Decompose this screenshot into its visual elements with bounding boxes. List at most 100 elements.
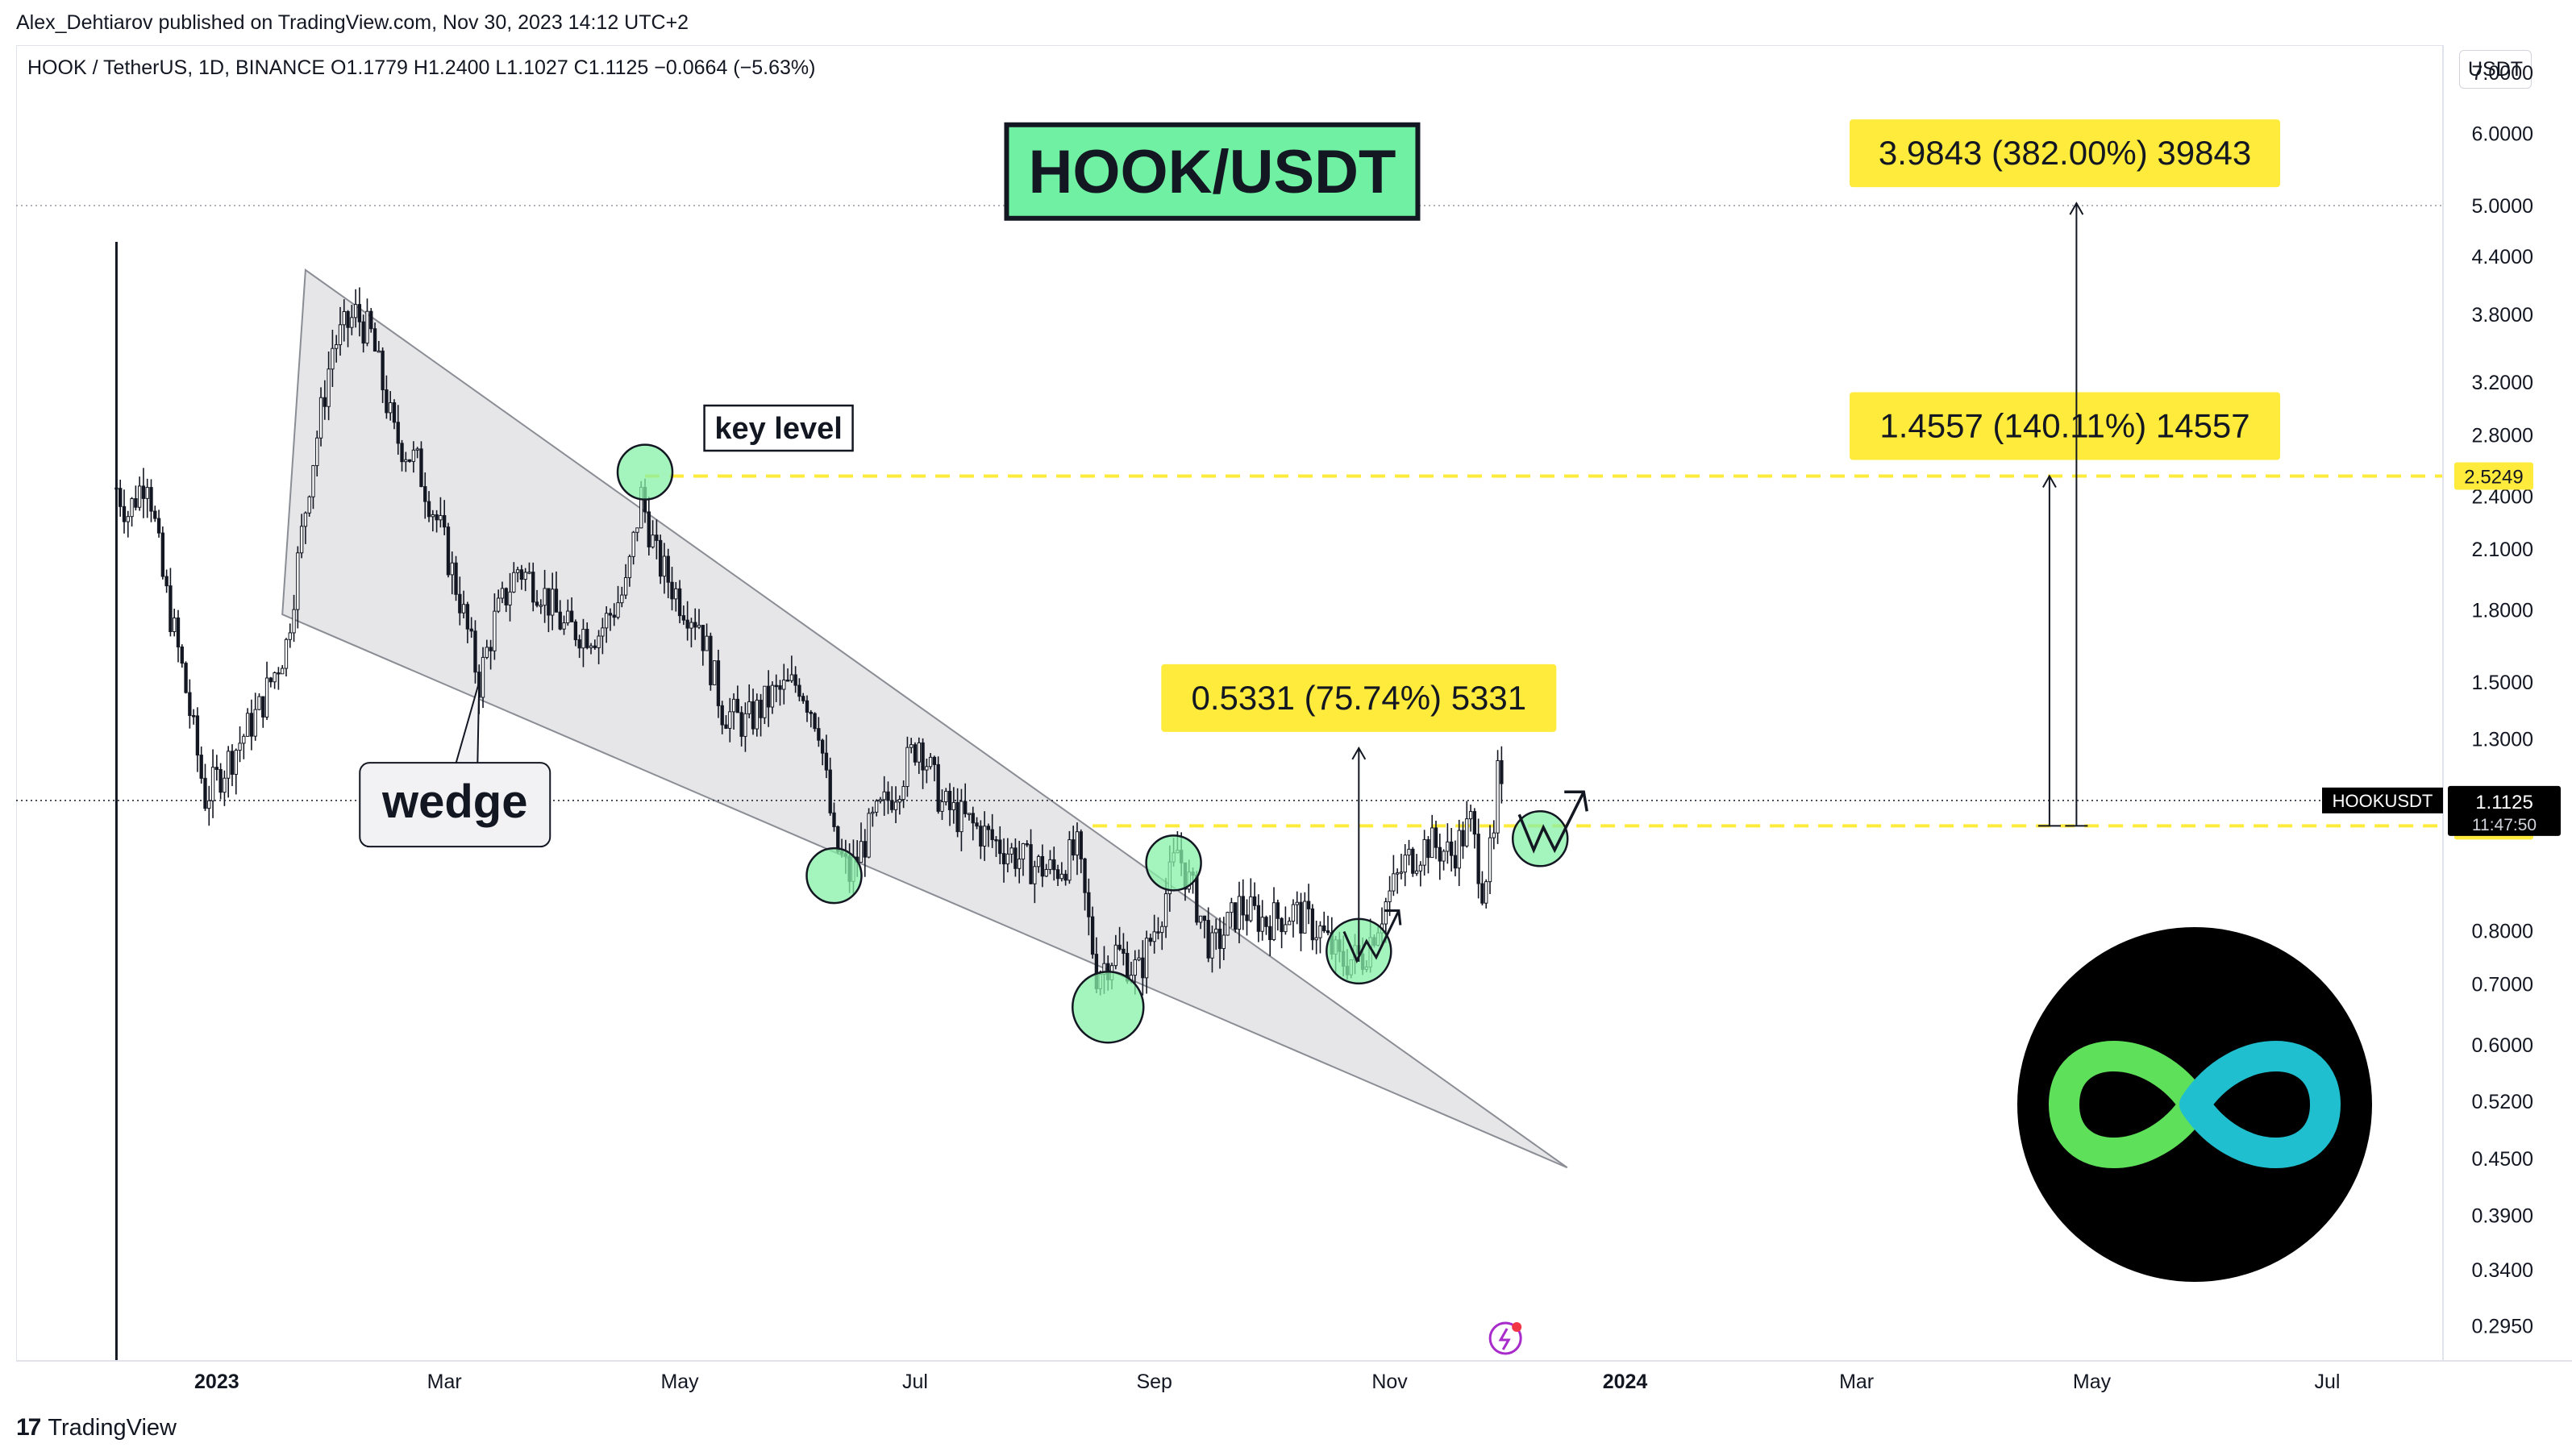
- currency-selector[interactable]: USDT: [2459, 50, 2532, 89]
- price-tick-label: 6.0000: [2472, 123, 2533, 146]
- candle: [527, 562, 531, 575]
- candle: [485, 639, 489, 659]
- price-tick-label: 0.3400: [2472, 1259, 2533, 1282]
- candle-body: [122, 505, 127, 522]
- candle: [720, 701, 724, 734]
- candle-body: [728, 711, 732, 729]
- candle: [1252, 882, 1257, 910]
- candle: [1044, 863, 1048, 877]
- candle-body: [419, 448, 423, 488]
- candle: [709, 632, 713, 691]
- candle: [342, 299, 346, 342]
- candle-body: [423, 486, 427, 502]
- candle-body: [1388, 890, 1392, 903]
- candle-body: [523, 572, 527, 580]
- candle-body: [1384, 901, 1388, 925]
- candle-body: [959, 801, 963, 833]
- candle: [338, 306, 343, 356]
- candle-body: [689, 622, 693, 629]
- candle-body: [1291, 904, 1296, 922]
- candle: [114, 476, 119, 491]
- candle: [245, 708, 250, 737]
- candle: [1059, 862, 1064, 882]
- candle: [728, 697, 732, 743]
- candle: [832, 802, 836, 832]
- candle-body: [238, 743, 242, 751]
- candle: [1426, 836, 1430, 874]
- candle: [975, 817, 979, 830]
- candle-body: [608, 613, 613, 616]
- candle-body: [1411, 848, 1415, 874]
- candle-body: [253, 709, 257, 737]
- candle: [743, 702, 747, 752]
- candle: [1500, 746, 1504, 804]
- candle: [253, 693, 257, 741]
- candle-body: [1472, 811, 1477, 835]
- candle: [990, 813, 994, 848]
- candle-body: [353, 304, 358, 318]
- candle-body: [1284, 924, 1288, 933]
- candle-body: [562, 622, 566, 630]
- candle: [1245, 899, 1249, 936]
- touch-point-marker: [1511, 810, 1569, 867]
- candle: [156, 510, 161, 538]
- candle: [809, 709, 813, 728]
- candle-body: [558, 611, 562, 630]
- candle: [936, 756, 940, 814]
- candle: [465, 601, 470, 643]
- candle-body: [817, 728, 821, 741]
- price-tick-label: 0.5200: [2472, 1091, 2533, 1113]
- candle-body: [257, 696, 261, 710]
- candle: [1461, 822, 1465, 859]
- candle: [824, 734, 829, 779]
- candle-body: [581, 629, 585, 649]
- candle: [890, 786, 894, 813]
- touch-point-marker: [1145, 834, 1202, 892]
- candle: [1472, 808, 1477, 849]
- candle-body: [824, 752, 829, 771]
- candle-body: [338, 324, 343, 346]
- candle: [400, 439, 404, 472]
- candle-body: [793, 674, 797, 686]
- candle-body: [1018, 859, 1022, 869]
- candle: [901, 780, 905, 809]
- candle-body: [593, 645, 597, 648]
- wedge-pattern: [281, 268, 1568, 1169]
- tradingview-logo[interactable]: 17 TradingView: [16, 1414, 177, 1441]
- price-tick-label: 1.8000: [2472, 600, 2533, 622]
- candle-body: [527, 572, 531, 574]
- candle: [785, 668, 790, 682]
- candle: [210, 749, 215, 818]
- candle-body: [180, 646, 184, 664]
- symbol-tag-text: HOOKUSDT: [2333, 791, 2433, 811]
- forecast-arrowhead-icon: [1564, 790, 1588, 812]
- candle: [493, 593, 497, 660]
- candle-body: [677, 588, 682, 617]
- time-tick-label: Sep: [1136, 1371, 1172, 1393]
- price-tick-label: 2.1000: [2472, 539, 2533, 561]
- candle: [1492, 820, 1496, 850]
- candle: [1241, 879, 1245, 930]
- candle-body: [944, 790, 948, 803]
- candle: [627, 554, 632, 587]
- candle: [685, 601, 689, 641]
- candle: [1434, 820, 1438, 859]
- candle-body: [735, 698, 740, 713]
- candle: [735, 685, 740, 713]
- candle: [1284, 906, 1288, 935]
- candle-body: [797, 684, 801, 697]
- candle: [207, 785, 211, 826]
- candle-body: [411, 449, 416, 462]
- candle: [439, 497, 443, 528]
- candle-body: [1476, 834, 1480, 884]
- candle: [774, 674, 778, 702]
- candle: [959, 788, 963, 851]
- candle: [1399, 853, 1404, 880]
- candle-body: [936, 763, 940, 812]
- candle-body: [160, 532, 165, 577]
- candle-body: [515, 569, 520, 573]
- wedge-callout-pointer: [453, 681, 481, 768]
- candle: [191, 709, 196, 725]
- candle-body: [458, 593, 462, 614]
